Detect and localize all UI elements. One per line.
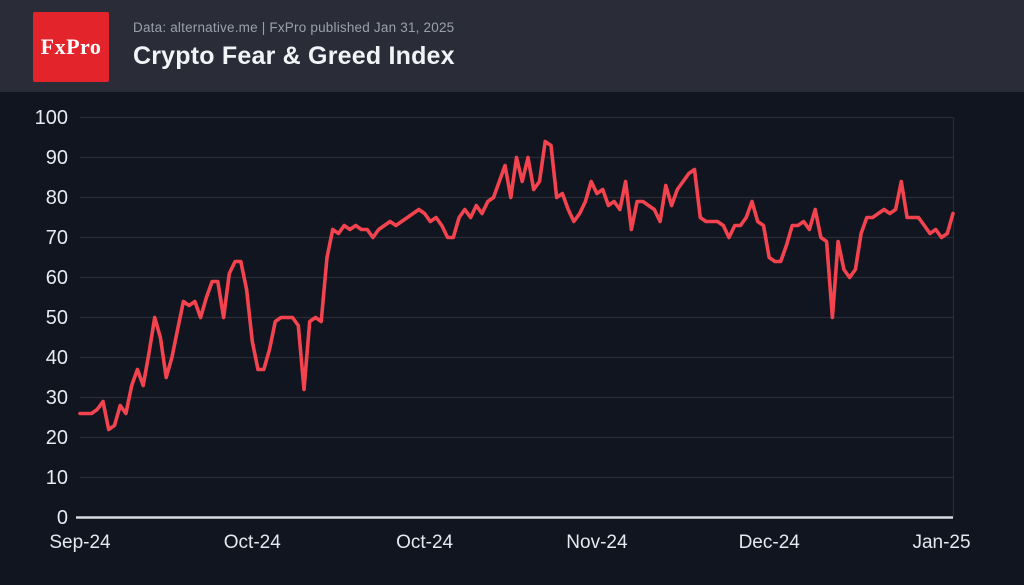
y-axis-label-90: 90	[45, 146, 68, 169]
index-line	[78, 139, 955, 432]
x-axis-label-0-Sep-24: Sep-24	[49, 531, 111, 553]
y-axis-label-40: 40	[45, 346, 68, 369]
y-axis-label-80: 80	[45, 186, 68, 209]
page-title: Crypto Fear & Greed Index	[133, 42, 455, 70]
x-axis-label-2-Oct-24: Oct-24	[396, 531, 454, 553]
x-axis-label-4-Dec-24: Dec-24	[738, 531, 800, 553]
header-text-block: Data: alternative.me | FxPro published J…	[133, 20, 455, 71]
fxpro-logo: FxPro	[33, 12, 109, 82]
y-axis-label-60: 60	[45, 266, 68, 289]
y-axis-label-50: 50	[45, 306, 68, 329]
chart-area: 0 10 20 30 40 50 60 70 80 90 100 Sep-24 Oct-24 Oct-2…	[0, 92, 1024, 585]
x-axis-label-5-Jan-25: Jan-25	[912, 531, 971, 553]
y-axis-label-0: 0	[56, 506, 68, 529]
y-axis-label-20: 20	[45, 426, 68, 449]
x-axis-label-1-Oct-24: Oct-24	[223, 531, 281, 553]
y-axis-label-30: 30	[45, 386, 68, 409]
header-bar: FxPro Data: alternative.me | FxPro publi…	[0, 0, 1024, 92]
y-axis-label-70: 70	[45, 226, 68, 249]
y-axis-label-100: 100	[34, 106, 68, 129]
fxpro-logo-text: FxPro	[40, 34, 102, 59]
x-axis-label-3-Nov-24: Nov-24	[566, 531, 628, 553]
fear-greed-line-chart	[76, 116, 955, 519]
source-line: Data: alternative.me | FxPro published J…	[133, 20, 455, 35]
y-axis-label-10: 10	[45, 466, 68, 489]
